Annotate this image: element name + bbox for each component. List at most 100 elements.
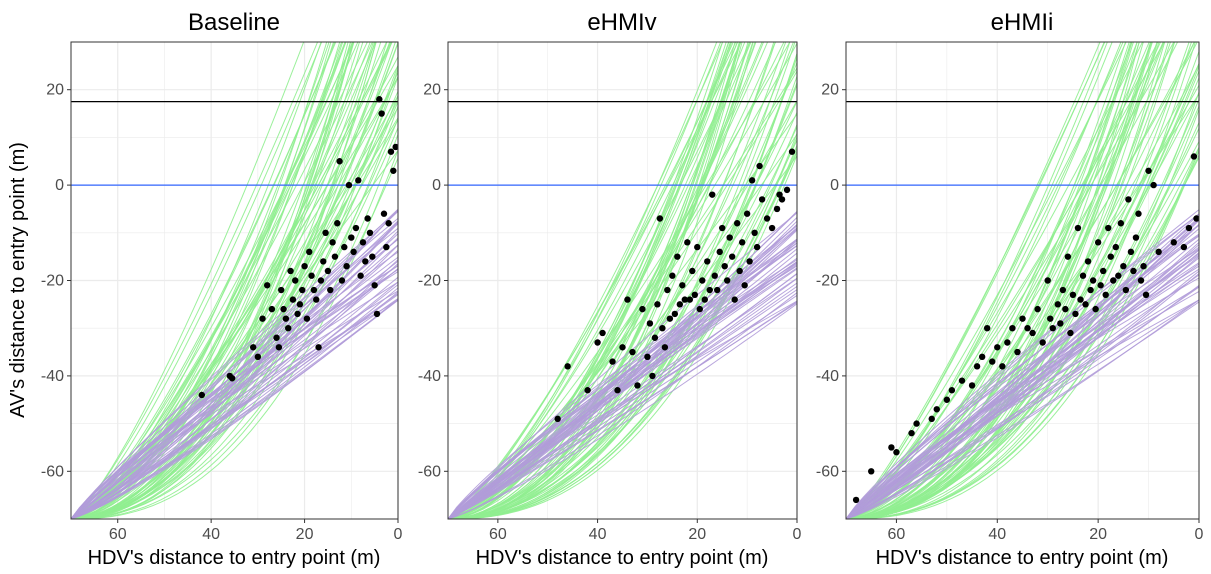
x-tick-label: 20 — [688, 526, 706, 543]
data-point — [280, 305, 287, 313]
y-tick-label: -20 — [41, 273, 64, 290]
purple-trajectory — [71, 223, 398, 519]
data-point — [322, 229, 329, 236]
data-point — [366, 229, 374, 236]
data-point — [387, 148, 395, 155]
data-point — [313, 296, 320, 303]
data-point — [933, 406, 940, 413]
data-point — [893, 449, 900, 456]
data-point — [1057, 320, 1064, 327]
data-point — [999, 363, 1006, 370]
data-point — [1014, 348, 1021, 356]
data-point — [1105, 224, 1112, 232]
green-trajectory — [448, 112, 797, 519]
data-point — [198, 391, 205, 399]
data-point — [654, 301, 661, 308]
data-point — [852, 496, 860, 504]
data-point — [743, 210, 751, 217]
data-point — [634, 382, 641, 389]
data-point — [1115, 272, 1122, 279]
data-point — [378, 110, 385, 117]
x-tick-label: 40 — [202, 526, 220, 543]
green-trajectory — [448, 42, 722, 519]
purple-trajectory — [71, 299, 398, 519]
x-tick-label: 60 — [489, 526, 507, 543]
data-point — [973, 363, 981, 370]
data-point — [724, 277, 731, 284]
data-point — [1130, 267, 1137, 275]
x-axis-title-baseline: HDV's distance to entry point (m) — [88, 547, 381, 569]
y-tick-label: -40 — [41, 368, 64, 385]
data-point — [289, 296, 297, 303]
data-point — [285, 325, 292, 332]
green-trajectory — [71, 134, 398, 519]
data-point — [1049, 325, 1056, 332]
green-trajectory — [448, 42, 731, 519]
data-point — [736, 267, 743, 275]
data-point — [696, 305, 703, 313]
data-point — [968, 382, 976, 389]
data-point — [1127, 248, 1135, 256]
purple-trajectory — [71, 237, 398, 519]
purple-trajectory — [71, 256, 398, 519]
data-point — [327, 286, 334, 294]
data-point — [1089, 277, 1097, 284]
data-point — [373, 310, 381, 318]
data-point — [359, 239, 367, 246]
data-point — [1044, 277, 1051, 284]
data-point — [259, 315, 266, 322]
data-point — [1009, 325, 1016, 332]
y-tick-label: 20 — [821, 82, 839, 99]
data-point — [751, 229, 758, 236]
data-point — [908, 429, 915, 437]
green-trajectory — [846, 122, 1199, 519]
data-point — [748, 177, 756, 184]
green-trajectory — [71, 42, 349, 519]
panel-title-ehmii: eHMIi — [991, 9, 1054, 36]
data-point — [599, 329, 606, 337]
data-point — [773, 205, 781, 213]
data-point — [341, 243, 348, 251]
data-point — [329, 239, 336, 246]
data-point — [334, 220, 341, 227]
purple-trajectory — [846, 213, 1199, 519]
data-point — [888, 444, 895, 451]
data-point — [1140, 262, 1147, 270]
data-point — [731, 296, 738, 303]
data-point — [1107, 253, 1114, 260]
data-point — [711, 272, 718, 279]
purple-trajectory — [846, 270, 1199, 519]
data-point — [1102, 291, 1109, 299]
data-point — [666, 315, 674, 322]
data-point — [278, 286, 285, 294]
data-point — [554, 415, 561, 423]
data-point — [788, 148, 796, 155]
data-point — [338, 277, 346, 284]
purple-trajectory — [448, 220, 797, 519]
data-point — [679, 282, 686, 289]
data-point — [1145, 167, 1152, 174]
x-axis-title-ehmii: HDV's distance to entry point (m) — [876, 547, 1169, 569]
data-point — [659, 325, 666, 332]
x-tick-label: 20 — [1089, 526, 1107, 543]
data-point — [651, 334, 659, 341]
data-point — [701, 296, 708, 303]
data-point — [763, 215, 771, 222]
x-tick-label: 60 — [888, 526, 906, 543]
data-point — [350, 248, 357, 256]
data-point — [371, 282, 378, 289]
data-point — [273, 334, 280, 341]
data-point — [1047, 315, 1054, 322]
data-point — [1059, 286, 1067, 294]
data-point — [639, 305, 646, 313]
data-point — [738, 239, 746, 246]
data-point — [228, 375, 236, 382]
data-point — [348, 234, 355, 241]
data-point — [1019, 315, 1026, 322]
purple-trajectory — [448, 238, 797, 519]
y-tick-label: -60 — [418, 463, 441, 480]
data-point — [324, 267, 332, 275]
green-trajectory — [846, 77, 1199, 519]
data-point — [564, 363, 571, 370]
purple-trajectory — [448, 245, 797, 519]
